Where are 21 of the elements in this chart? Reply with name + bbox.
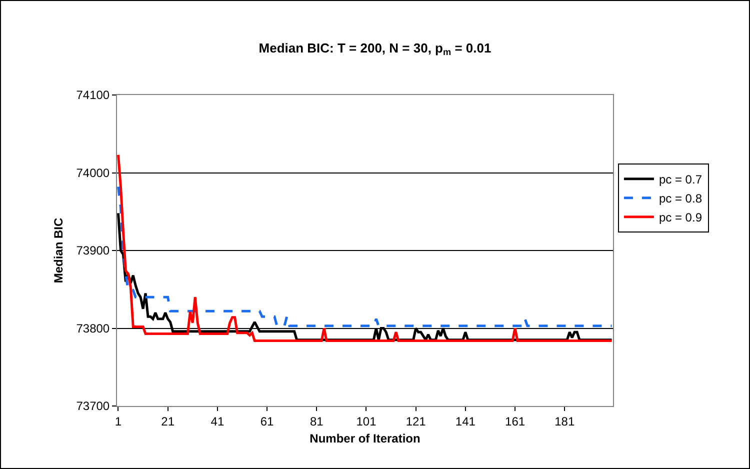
x-tick-label: 61 bbox=[260, 414, 274, 428]
x-tick-label: 21 bbox=[161, 414, 175, 428]
y-tick-label: 73700 bbox=[76, 399, 110, 414]
y-axis-title: Median BIC bbox=[52, 218, 66, 284]
x-tick-label: 1 bbox=[114, 414, 122, 428]
x-tick-label: 101 bbox=[356, 414, 377, 428]
y-tick-label: 73800 bbox=[76, 321, 110, 336]
legend-label: pc = 0.7 bbox=[658, 172, 702, 187]
x-tick-label: 121 bbox=[406, 414, 426, 428]
y-tick-label: 74000 bbox=[76, 166, 110, 180]
x-tick-label: 161 bbox=[505, 414, 526, 428]
x-tick-label: 181 bbox=[554, 414, 575, 428]
x-tick-label: 81 bbox=[310, 414, 324, 428]
chart-title: Median BIC: T = 200, N = 30, p$_{m}$ = 0.01 bbox=[258, 40, 492, 57]
x-axis-title: Number of Iteration bbox=[310, 431, 420, 446]
y-tick-label: 73900 bbox=[76, 244, 110, 258]
x-tick-label: 141 bbox=[455, 414, 476, 428]
y-tick-label: 74100 bbox=[76, 88, 110, 102]
legend-label: pc = 0.8 bbox=[658, 192, 702, 206]
x-tick-label: 41 bbox=[210, 414, 224, 428]
legend-label: pc = 0.9 bbox=[658, 210, 702, 225]
